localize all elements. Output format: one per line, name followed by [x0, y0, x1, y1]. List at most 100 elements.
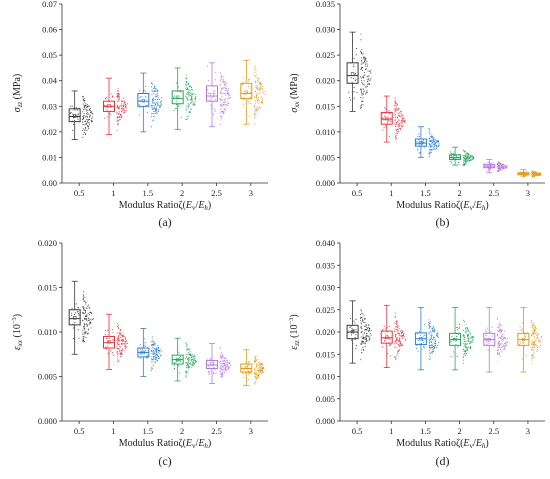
density-point [157, 102, 159, 103]
data-point [77, 114, 79, 116]
density-point [88, 328, 90, 330]
density-point [470, 347, 472, 349]
density-point [254, 360, 256, 362]
density-point [255, 81, 257, 83]
density-point [361, 342, 363, 344]
density-point [185, 342, 187, 344]
density-point [397, 126, 399, 128]
data-point [418, 135, 421, 137]
y-tick-label: 0.020 [316, 76, 335, 86]
density-point [470, 336, 472, 338]
density-point [116, 106, 118, 108]
density-point [466, 353, 468, 354]
density-point [122, 335, 124, 337]
density-point [188, 348, 190, 350]
density-point [85, 103, 87, 105]
density-point [224, 365, 226, 367]
density-point [533, 176, 535, 178]
density-point [466, 343, 468, 345]
data-point [491, 326, 493, 328]
density-point [401, 127, 403, 129]
density-point [256, 377, 258, 379]
density-point [160, 106, 162, 108]
density-point [506, 165, 508, 167]
density-point [255, 376, 257, 378]
density-point [361, 52, 363, 53]
data-point [383, 119, 385, 121]
density-point [363, 349, 365, 351]
density-point [158, 110, 159, 112]
density-point [264, 94, 266, 95]
density-point [255, 108, 257, 110]
density-point [498, 349, 499, 351]
density-point [399, 337, 400, 339]
density-point [429, 139, 431, 141]
data-point [105, 348, 107, 350]
density-point [402, 336, 404, 338]
y-tick-label: 0.005 [316, 152, 335, 162]
density-point [466, 332, 468, 334]
density-point [83, 325, 85, 327]
density-point [195, 97, 197, 99]
density-point [431, 348, 433, 350]
data-point [215, 372, 217, 375]
density-point [436, 145, 438, 147]
density-point [433, 147, 435, 149]
density-point [396, 337, 398, 339]
density-point [367, 326, 369, 328]
data-point [174, 367, 176, 369]
density-point [154, 94, 156, 96]
data-point [458, 333, 460, 335]
density-point [259, 106, 261, 108]
density-point [190, 98, 192, 100]
density-point [188, 94, 190, 96]
density-point [395, 335, 397, 337]
box-mean-marker [385, 116, 389, 121]
density-point [429, 338, 431, 340]
data-point [386, 124, 388, 126]
density-point [226, 92, 228, 94]
density-point [534, 328, 536, 330]
density-point [505, 166, 507, 168]
density-point [394, 356, 396, 358]
density-point [192, 89, 194, 91]
density-point [116, 117, 118, 119]
density-point [227, 369, 229, 371]
density-point [154, 87, 156, 89]
density-point [186, 88, 188, 90]
density-point [537, 333, 539, 335]
density-point [185, 108, 187, 110]
density-point [221, 356, 223, 358]
density-point [219, 80, 221, 82]
y-tick-label: 0.07 [42, 0, 57, 9]
density-point [227, 91, 228, 92]
density-point [187, 93, 189, 95]
x-axis-label: Modulus Ratioζ(Ev/Eh) [119, 438, 212, 450]
density-point [395, 323, 397, 325]
density-point [258, 78, 260, 80]
density-point [258, 373, 260, 375]
y-tick-label: 0.015 [316, 101, 335, 111]
data-point [172, 96, 175, 99]
density-point [396, 104, 398, 106]
density-point [541, 336, 542, 338]
data-point [112, 332, 114, 334]
density-point [536, 338, 538, 340]
box-mean-marker [244, 365, 249, 370]
density-point [193, 359, 194, 361]
density-point [496, 166, 498, 168]
density-point [531, 174, 532, 175]
density-point [225, 368, 227, 370]
density-point [152, 341, 154, 342]
density-point [428, 152, 430, 154]
density-point [118, 343, 120, 345]
density-point [84, 332, 86, 334]
density-point [462, 156, 464, 158]
density-point [186, 82, 188, 84]
y-axis-label: εzz (10−3) [288, 314, 301, 350]
density-point [259, 83, 261, 85]
density-point [260, 85, 262, 87]
density-point [259, 89, 261, 91]
data-point [458, 164, 460, 166]
y-tick-label: 0.040 [316, 238, 335, 248]
